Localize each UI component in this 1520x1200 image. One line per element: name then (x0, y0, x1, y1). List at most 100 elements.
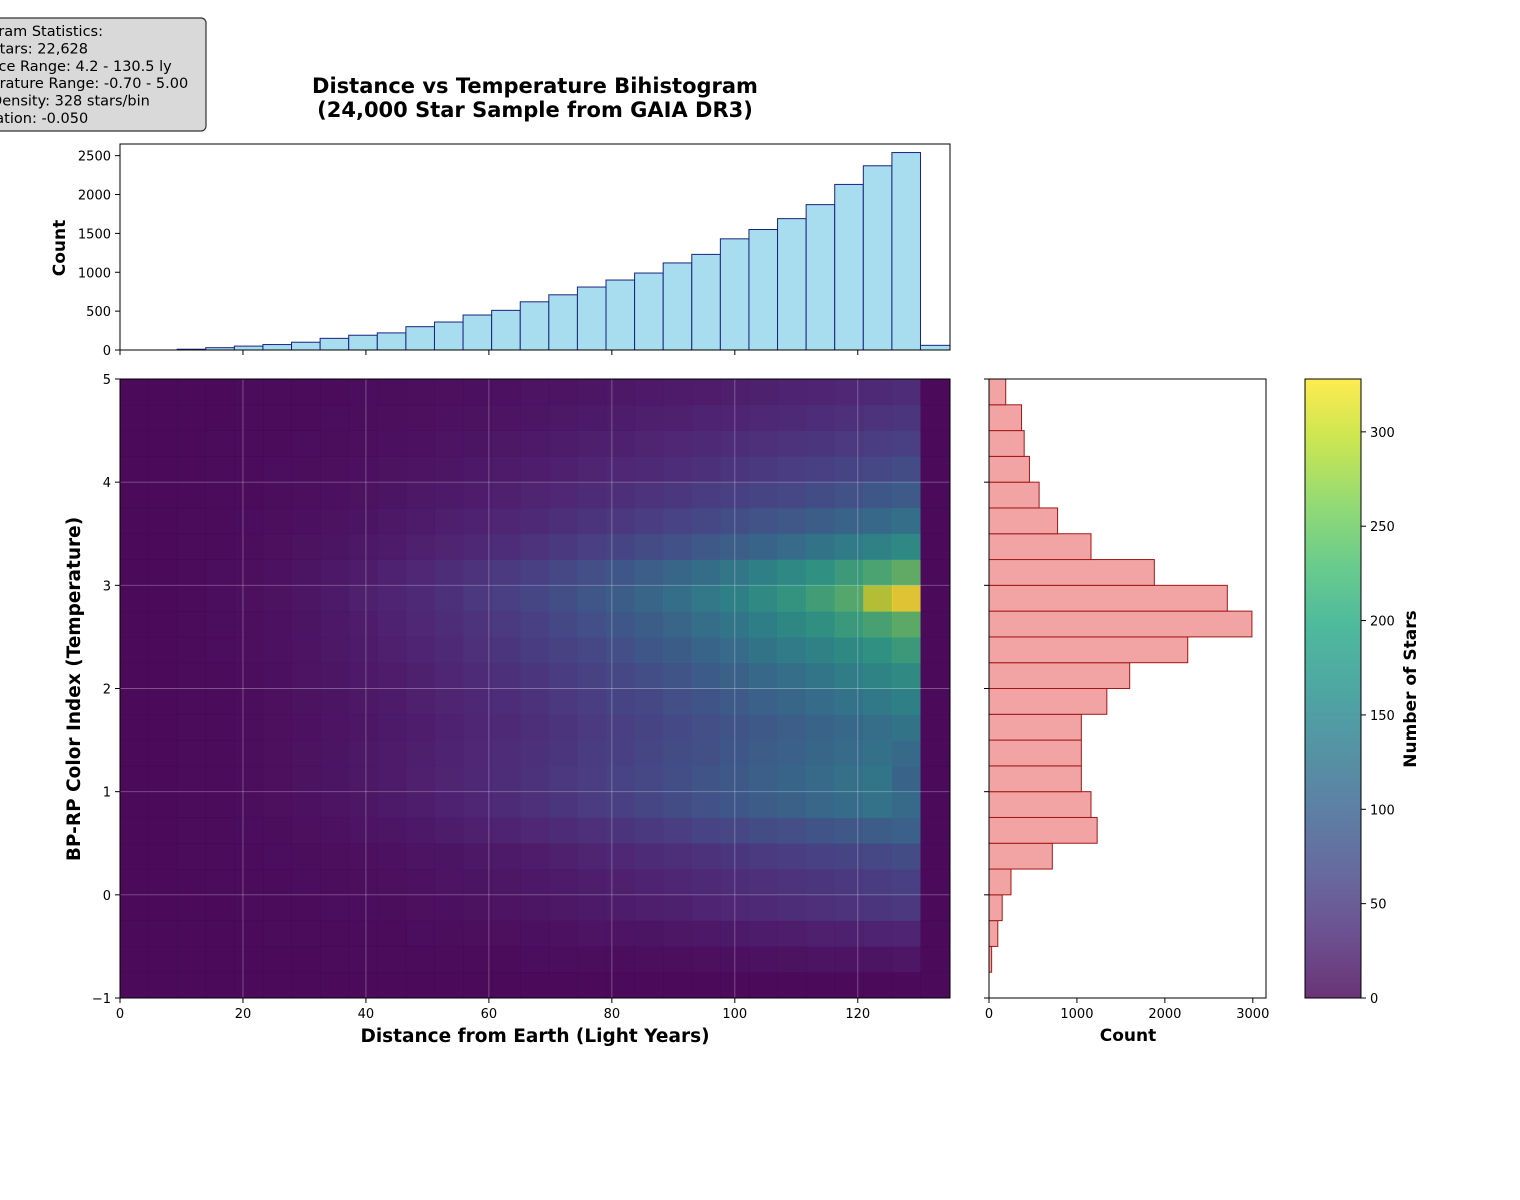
heatmap-cell (320, 533, 350, 560)
heatmap-cell (177, 611, 207, 638)
heatmap-panel: 0 20 40 60 80 100 120 −1 0 1 2 3 4 5 (92, 373, 951, 1022)
heatmap-cell (720, 714, 750, 741)
heatmap-cell (377, 869, 407, 896)
heatmap-cell (177, 817, 207, 844)
heatmap-cell (863, 430, 893, 457)
heatmap-cell (120, 817, 149, 844)
heatmap-cell (634, 765, 664, 793)
heatmap-cell (834, 920, 864, 947)
heatmap-cell (463, 533, 493, 560)
heatmap-cell (920, 740, 951, 767)
heatmap-cell (148, 843, 178, 870)
heatmap-cell (434, 456, 464, 483)
heatmap-cell (291, 507, 321, 535)
top-y-tick-label: 2000 (78, 189, 111, 204)
temperature-bar (988, 559, 1155, 586)
heatmap-cell (806, 662, 836, 689)
heatmap-cell (748, 430, 778, 457)
heatmap-cell (748, 688, 778, 715)
heatmap-cell (748, 662, 778, 689)
heatmap-cell (891, 559, 921, 586)
heatmap-cell (920, 507, 951, 535)
heatmap-cell (491, 765, 521, 793)
heatmap-cell (348, 636, 378, 664)
heatmap-cell (377, 533, 407, 560)
heatmap-cell (577, 636, 607, 664)
temperature-bar (988, 868, 1012, 896)
distance-histogram: 0 500 1000 1500 2000 2500 (78, 143, 951, 359)
heatmap-cell (148, 507, 178, 535)
heatmap-cell (320, 791, 350, 818)
heatmap-cell (262, 946, 292, 973)
heatmap-cell (377, 404, 407, 431)
heatmap-cell (405, 559, 435, 586)
heatmap-cell (320, 714, 350, 741)
statistics-text: Histogram Statistics:Total Stars: 22,628… (0, 24, 188, 127)
distance-bar (805, 204, 836, 351)
heatmap-cell (777, 972, 807, 999)
heatmap-cell (262, 533, 292, 560)
heatmap-cell (491, 894, 521, 922)
heatmap-cell (863, 946, 893, 973)
heatmap-cell (234, 507, 264, 535)
heatmap-cell (720, 972, 750, 999)
heatmap-cell (405, 714, 435, 741)
heatmap-cell (577, 559, 607, 586)
heatmap-cell (434, 894, 464, 922)
temperature-bar (988, 507, 1059, 535)
heatmap-cell (348, 404, 378, 431)
heatmap-cell (834, 533, 864, 560)
heatmap-cell (320, 379, 350, 406)
heatmap-cell (634, 507, 664, 535)
heatmap-cell (920, 765, 951, 793)
distance-bar (405, 326, 435, 351)
colorbar-tick-label: 50 (1370, 898, 1387, 913)
heatmap-cell (806, 817, 836, 844)
heatmap-cell (177, 404, 207, 431)
heatmap-cell (434, 688, 464, 715)
heatmap-cell (434, 740, 464, 767)
heatmap-cell (463, 714, 493, 741)
heatmap-cell (663, 507, 693, 535)
heatmap-cell (863, 688, 893, 715)
x-tick-label: 80 (604, 1007, 621, 1022)
heatmap-cell (834, 765, 864, 793)
heatmap-cell (606, 456, 635, 483)
heatmap-cell (120, 843, 149, 870)
heatmap-cell (720, 482, 750, 509)
heatmap-cell (234, 430, 264, 457)
heatmap-cell (234, 972, 264, 999)
heatmap-cell (920, 430, 951, 457)
chart-title-line: Distance vs Temperature Bihistogram (312, 74, 758, 98)
x-tick-label: 40 (358, 1007, 375, 1022)
heatmap-cell (205, 817, 235, 844)
heatmap-cell (834, 869, 864, 896)
heatmap-cell (777, 456, 807, 483)
heatmap-cell (920, 533, 951, 560)
heatmap-cell (720, 791, 750, 818)
heatmap-cell (691, 456, 721, 483)
heatmap-cell (434, 636, 464, 664)
heatmap-cell (863, 611, 893, 638)
heatmap-cell (577, 507, 607, 535)
heatmap-cell (606, 791, 635, 818)
heatmap-cell (720, 662, 750, 689)
heatmap-cell (663, 662, 693, 689)
heatmap-cell (606, 920, 635, 947)
y-tick-label: −1 (92, 992, 111, 1007)
heatmap-cell (491, 946, 521, 973)
heatmap-cell (577, 688, 607, 715)
heatmap-cell (806, 869, 836, 896)
heatmap-cell (548, 636, 578, 664)
heatmap-cell (577, 714, 607, 741)
x-tick-label: 60 (481, 1007, 498, 1022)
heatmap-cell (891, 482, 921, 509)
heatmap-cell (748, 740, 778, 767)
heatmap-cell (405, 765, 435, 793)
heatmap-cell (262, 740, 292, 767)
heatmap-cell (748, 817, 778, 844)
heatmap-cell (920, 817, 951, 844)
heatmap-cell (262, 379, 292, 406)
heatmap-cell (377, 946, 407, 973)
